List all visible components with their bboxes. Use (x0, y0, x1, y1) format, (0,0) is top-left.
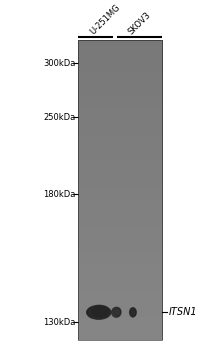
Ellipse shape (113, 308, 121, 316)
Text: 250kDa: 250kDa (43, 113, 76, 122)
Ellipse shape (112, 307, 121, 317)
Ellipse shape (130, 308, 136, 317)
Bar (78, 40, 162, 340)
Text: 300kDa: 300kDa (43, 59, 76, 68)
Text: 130kDa: 130kDa (43, 318, 76, 327)
Ellipse shape (131, 309, 136, 316)
Text: ITSN1: ITSN1 (169, 307, 197, 317)
Ellipse shape (92, 306, 109, 317)
Text: SKOV3: SKOV3 (127, 10, 153, 36)
Text: 180kDa: 180kDa (43, 190, 76, 199)
Ellipse shape (87, 308, 109, 317)
Text: U-251MG: U-251MG (89, 2, 122, 36)
Ellipse shape (87, 306, 111, 319)
